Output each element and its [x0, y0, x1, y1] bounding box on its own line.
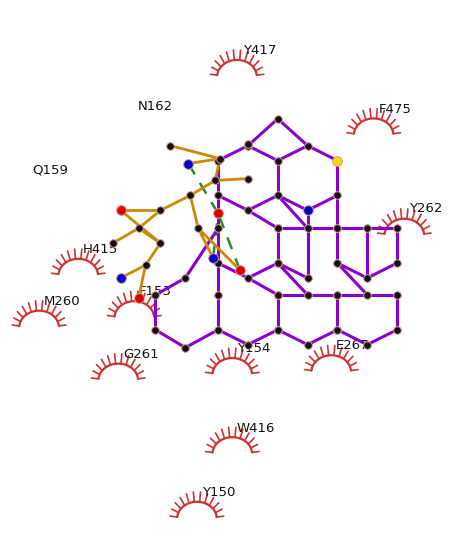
- Text: W416: W416: [237, 422, 275, 435]
- Text: G261: G261: [123, 348, 159, 361]
- Text: N162: N162: [138, 100, 173, 113]
- Text: Y417: Y417: [243, 44, 276, 57]
- Text: F153: F153: [139, 286, 172, 298]
- Text: M260: M260: [44, 295, 81, 308]
- Text: F475: F475: [378, 102, 411, 115]
- Text: Q159: Q159: [32, 164, 68, 177]
- Text: E267: E267: [336, 339, 370, 352]
- Text: Y150: Y150: [201, 486, 235, 499]
- Text: Y154: Y154: [237, 342, 270, 355]
- Text: Y262: Y262: [409, 202, 442, 216]
- Text: H415: H415: [83, 243, 118, 256]
